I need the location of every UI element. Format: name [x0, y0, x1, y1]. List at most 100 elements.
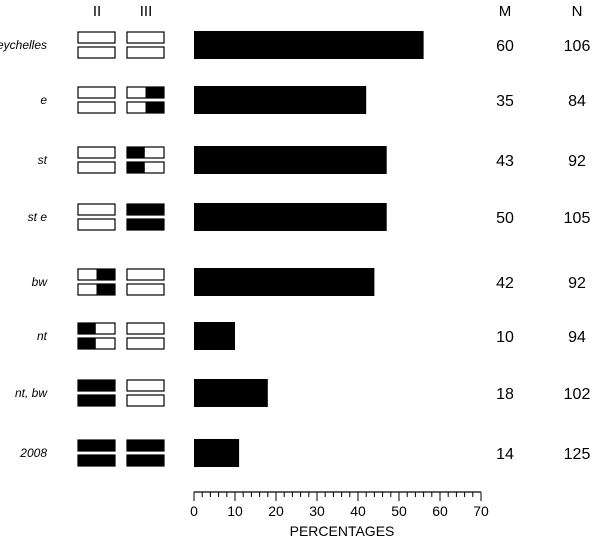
chromosome-ii-pair-homolog-2-fill [78, 395, 115, 406]
m-value: 18 [496, 386, 514, 403]
chromosome-iii-pair-homolog-1-fill [127, 147, 145, 158]
chromosome-iii-pair-homolog-2-fill [127, 455, 164, 466]
x-tick-label: 0 [190, 503, 198, 519]
chromosome-iii-pair [126, 146, 165, 174]
row-label: 2008 [19, 446, 47, 460]
n-value: 94 [568, 329, 586, 346]
chromosome-ii-pair-homolog-1-fill [78, 440, 115, 451]
n-value: 105 [564, 210, 591, 227]
chromosome-iii-pair-homolog-2-fill [127, 219, 164, 230]
n-value: 92 [568, 275, 586, 292]
chromosome-iii-pair-homolog-1-fill [145, 87, 164, 98]
row-label: bw [32, 275, 49, 289]
x-tick-label: 60 [432, 503, 448, 519]
chromosome-iii-pair-homolog-2 [126, 337, 165, 350]
bar [194, 379, 268, 407]
x-tick-label: 40 [350, 503, 366, 519]
chromosome-ii-pair [77, 439, 116, 467]
row-6: nt, bw 18 102 [15, 379, 590, 407]
chromosome-iii-pair [126, 379, 165, 407]
chromosome-iii-pair-homolog-1-fill [127, 204, 164, 215]
chromosome-iii-pair-homolog-2-fill [145, 102, 164, 113]
m-value: 60 [496, 38, 514, 55]
n-value: 125 [564, 446, 591, 463]
x-axis-label: PERCENTAGES [290, 523, 395, 539]
bar [194, 203, 387, 231]
x-tick-label: 10 [227, 503, 243, 519]
chromosome-ii-pair-homolog-1 [77, 146, 116, 159]
chromosome-iii-pair-homolog-2 [126, 283, 165, 296]
row-3: st e 50 105 [28, 203, 591, 231]
chromosome-ii-pair-homolog-2-fill [78, 338, 96, 349]
chromosome-iii-pair [126, 31, 165, 59]
chromosome-iii-pair-homolog-2 [126, 46, 165, 59]
row-label: nt, bw [15, 386, 48, 400]
row-1: e 35 84 [40, 86, 586, 114]
m-value: 42 [496, 275, 514, 292]
chromosome-ii-pair [77, 203, 116, 231]
x-tick-label: 20 [268, 503, 284, 519]
chromosome-iii-pair-homolog-2 [126, 394, 165, 407]
bar [194, 86, 367, 114]
chromosome-iii-pair-homolog-1 [126, 322, 165, 335]
row-label: nt [37, 329, 48, 343]
chromosome-ii-pair-homolog-2 [77, 218, 116, 231]
header-n: N [572, 3, 583, 20]
chromosome-ii-pair [77, 322, 116, 350]
chromosome-ii-pair-homolog-1-fill [78, 380, 115, 391]
column-headers: II III M N [93, 3, 583, 20]
chromosome-iii-pair [126, 203, 165, 231]
bar [194, 322, 235, 350]
chromosome-ii-pair-homolog-1-fill [78, 323, 96, 334]
row-label: Seychelles [0, 38, 47, 52]
chromosome-ii-pair-homolog-2-fill [78, 455, 115, 466]
m-value: 10 [496, 329, 514, 346]
chromosome-ii-pair-homolog-2 [77, 161, 116, 174]
chromosome-ii-pair [77, 146, 116, 174]
chromosome-ii-pair-homolog-2-fill [96, 284, 115, 295]
n-value: 106 [564, 38, 591, 55]
bar [194, 268, 375, 296]
row-4: bw 42 92 [32, 268, 586, 296]
chromosome-ii-pair [77, 31, 116, 59]
n-value: 84 [568, 93, 586, 110]
chromosome-iii-pair-homolog-2-fill [127, 162, 145, 173]
bar [194, 31, 424, 59]
x-tick-label: 50 [391, 503, 407, 519]
header-chromosome-iii: III [140, 3, 153, 20]
chromosome-iii-pair [126, 268, 165, 296]
chromosome-iii-pair-homolog-1-fill [127, 440, 164, 451]
row-label: e [40, 93, 47, 107]
m-value: 14 [496, 446, 514, 463]
chromosome-ii-pair [77, 268, 116, 296]
chromosome-iii-pair-homolog-1 [126, 379, 165, 392]
row-2: st 43 92 [38, 146, 586, 174]
x-tick-label: 70 [473, 503, 489, 519]
chromosome-ii-pair-homolog-2 [77, 101, 116, 114]
row-label: st [38, 153, 48, 167]
chromosome-ii-pair-homolog-1-fill [96, 269, 115, 280]
n-value: 92 [568, 153, 586, 170]
m-value: 35 [496, 93, 514, 110]
bar [194, 146, 387, 174]
n-value: 102 [564, 386, 591, 403]
m-value: 50 [496, 210, 514, 227]
chromosome-iii-pair-homolog-1 [126, 268, 165, 281]
chromosome-iii-pair [126, 439, 165, 467]
row-5: nt 10 94 [37, 322, 586, 350]
row-7: 2008 14 125 [19, 439, 590, 467]
chromosome-iii-pair [126, 322, 165, 350]
chromosome-iii-pair-homolog-1 [126, 31, 165, 44]
m-value: 43 [496, 153, 514, 170]
chromosome-ii-pair-homolog-1 [77, 31, 116, 44]
header-m: M [499, 3, 512, 20]
row-0: Seychelles 60 106 [0, 31, 590, 59]
chromosome-ii-pair-homolog-1 [77, 86, 116, 99]
chart-rows: Seychelles 60 106 e 35 84 st 43 92 st e 50 105 bw 42 9… [0, 31, 590, 467]
chromosome-ii-pair [77, 86, 116, 114]
row-label: st e [28, 210, 48, 224]
chromosome-ii-pair-homolog-1 [77, 203, 116, 216]
chromosome-ii-pair [77, 379, 116, 407]
chromosome-ii-pair-homolog-2 [77, 46, 116, 59]
